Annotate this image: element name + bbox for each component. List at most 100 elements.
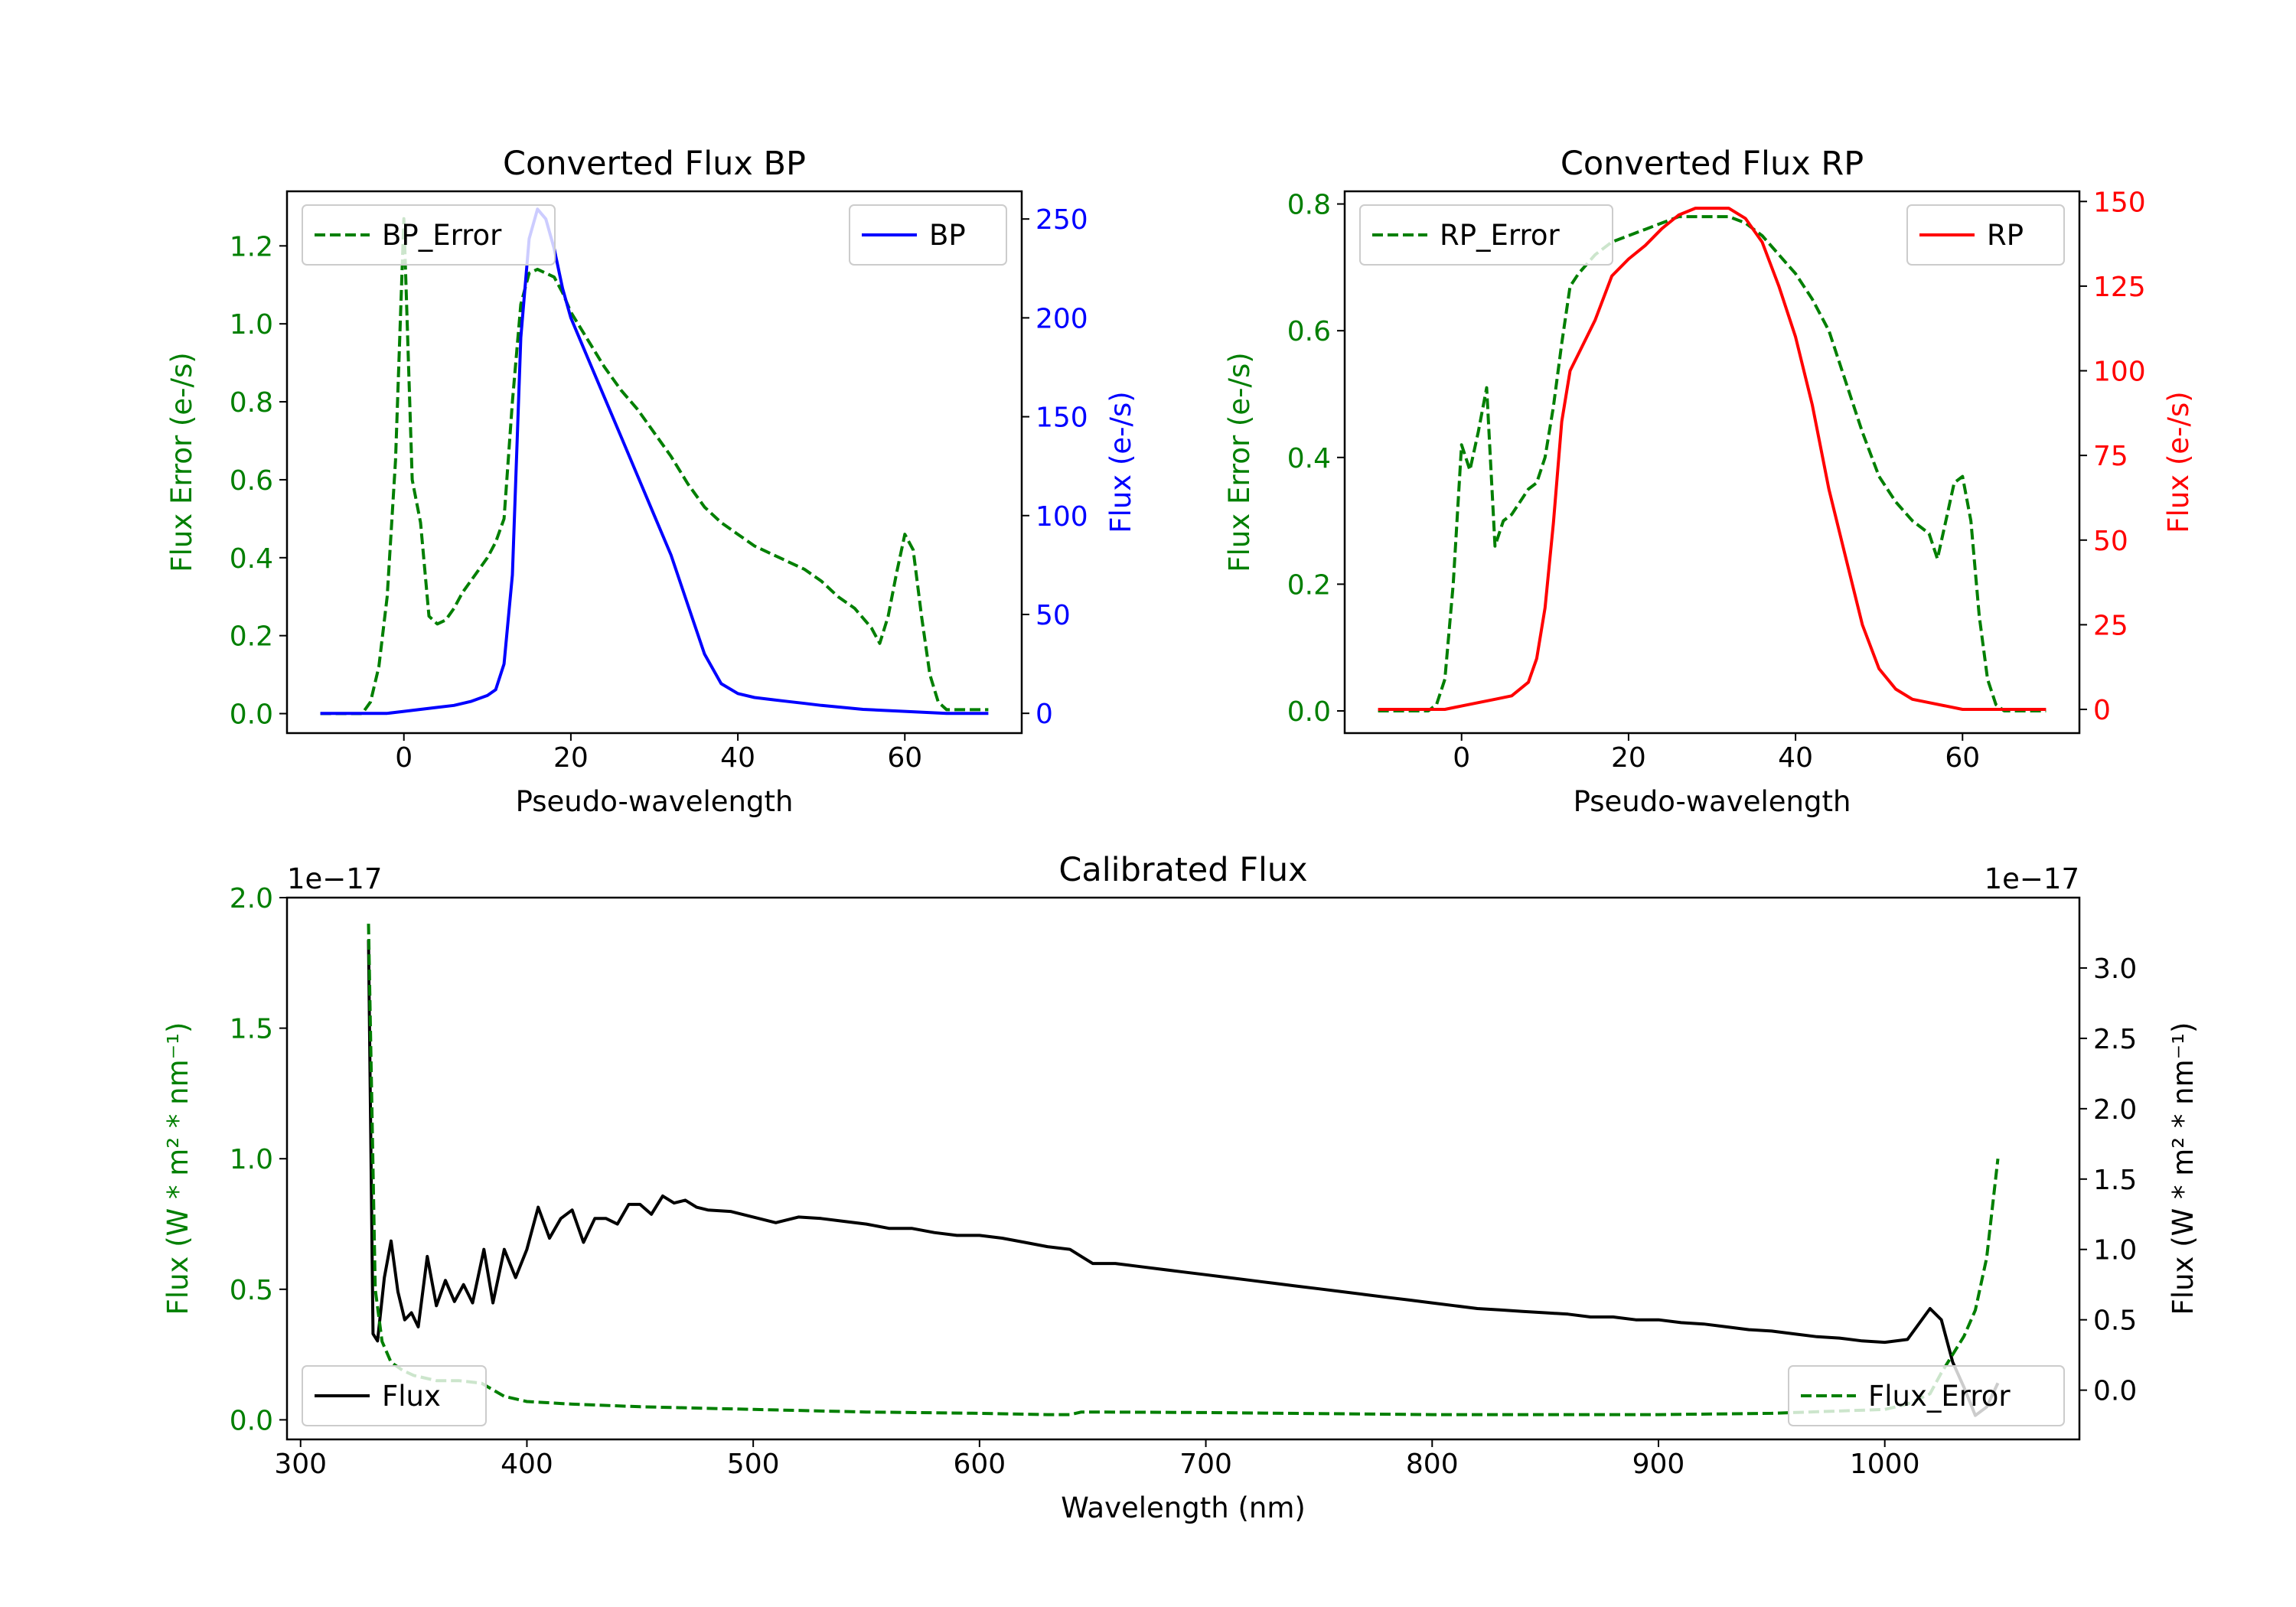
rp-y-left-label: Flux Error (e-/s): [1223, 352, 1256, 572]
bp-legend-right: BP: [849, 204, 1007, 266]
calibrated-offset-left: 1e−17: [287, 862, 382, 895]
bp-legend-box: [849, 204, 1007, 266]
calibrated-series-flux: [367, 940, 2000, 1417]
bp-x-tick-label: 60: [887, 742, 922, 774]
calibrated-y-left-tick-label: 1.5: [230, 1014, 273, 1045]
rp-y-left-tick-label: 0.6: [1287, 316, 1331, 347]
rp-series-group: [1378, 207, 2047, 712]
calibrated-offset-right: 1e−17: [1985, 862, 2079, 895]
rp-x-tick-label: 0: [1453, 742, 1470, 774]
calibrated-y-right-tick-label: 0.5: [2093, 1305, 2137, 1337]
bp-y-left-label: Flux Error (e-/s): [165, 352, 198, 572]
rp-y-left-tick-label: 0.8: [1287, 190, 1331, 221]
rp-y-right-tick-label: 125: [2093, 272, 2146, 303]
bp-series-group: [320, 207, 989, 715]
rp-title: Converted Flux RP: [1561, 145, 1864, 183]
calibrated-y-right-tick-label: 2.0: [2093, 1094, 2137, 1126]
calibrated-axes-frame: [285, 896, 2081, 1441]
rp-y-left-tick-label: 0.0: [1287, 696, 1331, 728]
calibrated-x-tick-label: 1000: [1850, 1449, 1920, 1480]
bp-axes-frame: [285, 190, 1023, 735]
calibrated-y-right-label: Flux (W * m² * nm⁻¹): [2167, 1022, 2200, 1315]
calibrated-series-group: [367, 924, 2000, 1417]
calibrated-y-right-tick-label: 1.5: [2093, 1165, 2137, 1196]
calibrated-legend-box: [1788, 1365, 2065, 1426]
calibrated-legend-label: Flux: [382, 1380, 441, 1413]
rp-legend-box: [1906, 204, 2065, 266]
rp-x-tick-label: 20: [1611, 742, 1646, 774]
calibrated-legend-left: Flux: [302, 1365, 487, 1426]
rp-x-tick-label: 60: [1945, 742, 1980, 774]
rp-x-tick-label: 40: [1778, 742, 1813, 774]
rp-y-right-label: Flux (e-/s): [2162, 391, 2195, 533]
rp-legend-box: [1359, 204, 1613, 266]
bp-title: Converted Flux BP: [503, 145, 806, 183]
bp-x-tick-label: 40: [720, 742, 755, 774]
rp-chart: 0 20 40 60 0.0 0.2 0.4 0.6 0.8 0 25 50 75 100 125 150 Co…: [1223, 145, 2195, 818]
calibrated-y-right-tick-label: 3.0: [2093, 953, 2137, 985]
bp-y-left-tick-label: 0.8: [230, 387, 273, 419]
rp-legend-label: RP: [1987, 219, 2024, 252]
rp-axes-frame: [1343, 190, 2081, 735]
rp-y-right-tick-label: 75: [2093, 441, 2128, 472]
rp-y-left-tick-label: 0.2: [1287, 569, 1331, 601]
calibrated-y-right-tick-label: 1.0: [2093, 1235, 2137, 1266]
calibrated-y-left-tick-label: 1.0: [230, 1144, 273, 1175]
rp-series-rp: [1378, 207, 2047, 711]
bp-y-right-tick-label: 250: [1035, 204, 1088, 236]
calibrated-y-right-tick-label: 0.0: [2093, 1376, 2137, 1407]
bp-legend-left: BP_Error: [302, 204, 556, 266]
calibrated-series-flux_error: [367, 924, 2000, 1416]
rp-y-left-tick-label: 0.4: [1287, 443, 1331, 474]
bp-x-tick-label: 20: [553, 742, 589, 774]
rp-series-rp_error: [1378, 215, 2047, 712]
bp-y-left-tick-label: 1.2: [230, 231, 273, 262]
bp-series-bp: [320, 207, 989, 715]
bp-y-right-tick-label: 0: [1035, 699, 1053, 730]
calibrated-title: Calibrated Flux: [1058, 851, 1307, 889]
calibrated-x-tick-label: 600: [954, 1449, 1006, 1480]
rp-legend-label: RP_Error: [1440, 219, 1560, 252]
bp-y-left-tick-label: 0.4: [230, 543, 273, 575]
calibrated-legend-box: [302, 1365, 487, 1426]
rp-y-right-tick-label: 150: [2093, 187, 2146, 218]
bp-y-right-tick-label: 100: [1035, 501, 1088, 533]
calibrated-y-right-tick-label: 2.5: [2093, 1024, 2137, 1055]
bp-legend-label: BP: [929, 219, 966, 252]
calibrated-x-tick-label: 900: [1632, 1449, 1685, 1480]
bp-legend-box: [302, 204, 556, 266]
rp-y-right-tick-label: 25: [2093, 610, 2128, 641]
calibrated-legend-label: Flux_Error: [1868, 1380, 2011, 1413]
bp-y-right-tick-label: 200: [1035, 303, 1088, 334]
bp-y-right-tick-label: 150: [1035, 403, 1088, 434]
calibrated-y-left-tick-label: 2.0: [230, 883, 273, 914]
calibrated-x-tick-label: 400: [501, 1449, 553, 1480]
rp-legend-right: RP: [1906, 204, 2065, 266]
calibrated-chart: 300 400 500 600 700 800 900 1000 0.0 0.5 1.0 1.5 2.0…: [161, 851, 2200, 1524]
calibrated-x-tick-label: 800: [1406, 1449, 1459, 1480]
rp-legend-left: RP_Error: [1359, 204, 1613, 266]
calibrated-x-tick-label: 700: [1179, 1449, 1232, 1480]
rp-x-label: Pseudo-wavelength: [1574, 785, 1851, 818]
bp-y-left-tick-label: 0.0: [230, 699, 273, 731]
rp-y-right-tick-label: 50: [2093, 526, 2128, 557]
bp-series-bp_error: [320, 217, 989, 715]
calibrated-x-tick-label: 500: [727, 1449, 780, 1480]
rp-y-right-tick-label: 100: [2093, 357, 2146, 388]
calibrated-legend-right: Flux_Error: [1788, 1365, 2065, 1426]
bp-x-tick-label: 0: [395, 742, 413, 774]
bp-y-left-tick-label: 0.6: [230, 465, 273, 497]
bp-y-right-tick-label: 50: [1035, 600, 1071, 631]
bp-y-left-tick-label: 1.0: [230, 309, 273, 341]
calibrated-y-left-tick-label: 0.5: [230, 1275, 273, 1306]
calibrated-y-left-tick-label: 0.0: [230, 1405, 273, 1436]
bp-y-left-tick-label: 0.2: [230, 621, 273, 653]
calibrated-x-tick-label: 300: [274, 1449, 327, 1480]
calibrated-y-left-label: Flux (W * m² * nm⁻¹): [161, 1022, 194, 1315]
bp-y-right-label: Flux (e-/s): [1104, 391, 1137, 533]
calibrated-x-label: Wavelength (nm): [1061, 1491, 1306, 1524]
bp-chart: 0 20 40 60 0.0 0.2 0.4 0.6 0.8 1.0 1.2 0 50 100 150 200…: [165, 145, 1137, 818]
bp-legend-label: BP_Error: [382, 219, 502, 252]
bp-x-label: Pseudo-wavelength: [516, 785, 794, 818]
